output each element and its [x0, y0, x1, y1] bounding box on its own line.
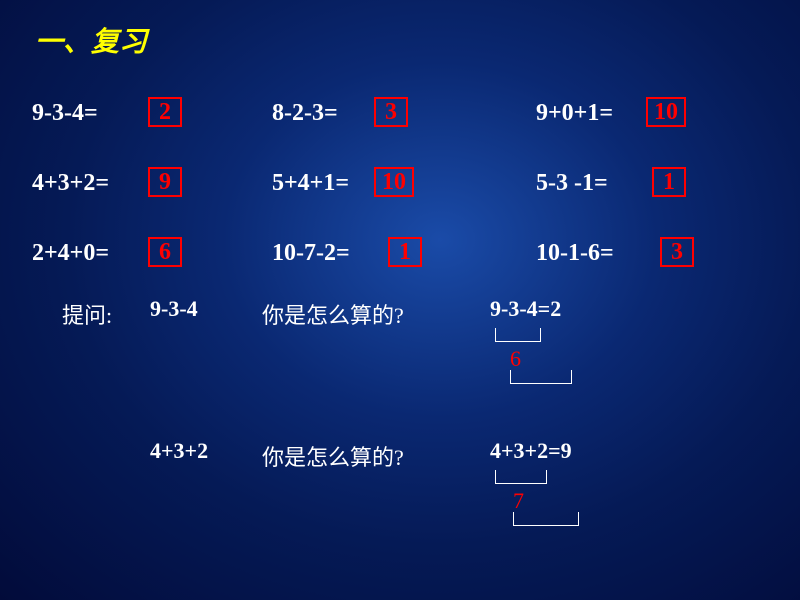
- q1-bracket-2: [510, 370, 572, 384]
- problem: 9-3-4=: [32, 100, 98, 127]
- answer-box: 3: [660, 237, 694, 267]
- answer-box: 1: [388, 237, 422, 267]
- answer-box: 9: [148, 167, 182, 197]
- problem: 2+4+0=: [32, 240, 109, 267]
- q1-ask: 你是怎么算的?: [262, 298, 404, 330]
- answer-box: 10: [646, 97, 686, 127]
- answer-box: 1: [652, 167, 686, 197]
- q2-intermediate: 7: [513, 488, 524, 514]
- q2-ask: 你是怎么算的?: [262, 440, 404, 472]
- section-title: 一、复习: [35, 20, 147, 60]
- q2-bracket-1: [495, 470, 547, 484]
- answer-box: 6: [148, 237, 182, 267]
- problem: 9+0+1=: [536, 100, 613, 127]
- problem: 5+4+1=: [272, 170, 349, 197]
- problem: 10-1-6=: [536, 240, 614, 267]
- q1-intermediate: 6: [510, 346, 521, 372]
- q1-answer: 9-3-4=2: [490, 296, 561, 322]
- answer-box: 2: [148, 97, 182, 127]
- q1-expression: 9-3-4: [150, 296, 198, 322]
- q2-expression: 4+3+2: [150, 438, 208, 464]
- problem: 8-2-3=: [272, 100, 338, 127]
- problem: 10-7-2=: [272, 240, 350, 267]
- q2-bracket-2: [513, 512, 579, 526]
- answer-box: 3: [374, 97, 408, 127]
- answer-box: 10: [374, 167, 414, 197]
- question-label: 提问:: [62, 298, 112, 330]
- q2-answer: 4+3+2=9: [490, 438, 572, 464]
- q1-bracket-1: [495, 328, 541, 342]
- problem: 5-3 -1=: [536, 170, 608, 197]
- problem: 4+3+2=: [32, 170, 109, 197]
